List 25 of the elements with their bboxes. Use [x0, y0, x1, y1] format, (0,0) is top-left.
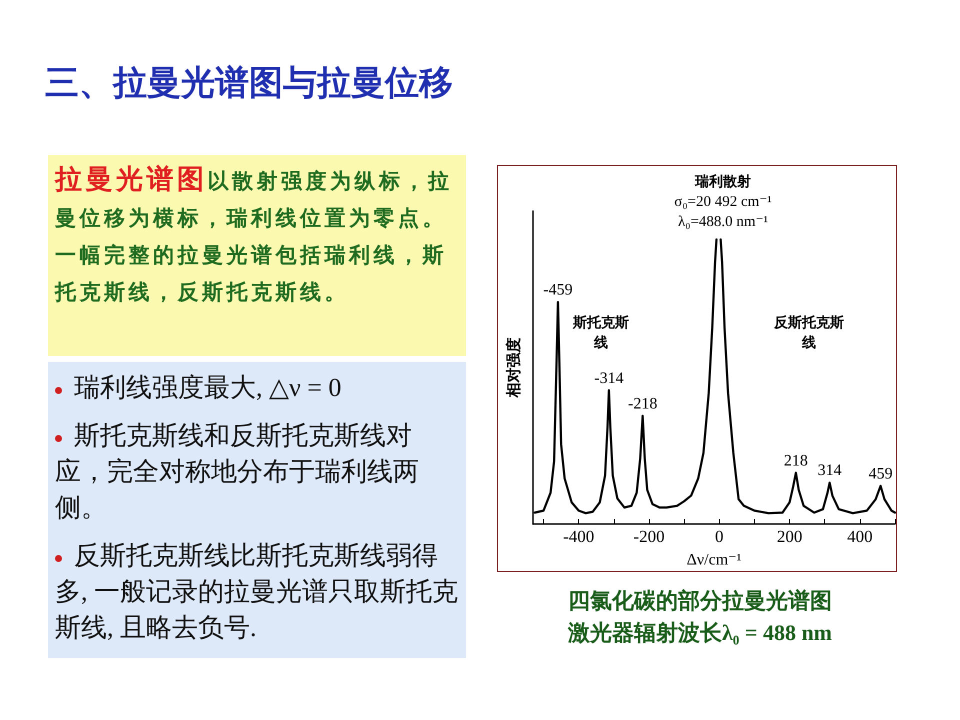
annotation: 314	[818, 462, 842, 480]
x-tick-label: 200	[776, 527, 802, 546]
x-axis-title: Δν/cm⁻¹	[686, 552, 742, 568]
x-tick-label: 0	[715, 527, 724, 546]
text: 反斯托克斯线比斯托克斯线弱得多, 一般记录的拉曼光谱只取斯托克斯线, 且略去负号.	[55, 540, 459, 644]
text: λ₀=488.0 nm⁻¹	[676, 213, 770, 232]
text: 三、拉曼光谱图与拉曼位移	[45, 62, 453, 105]
text: 四氯化碳的部分拉曼光谱图	[567, 587, 833, 615]
annotation: 459	[868, 465, 893, 482]
x-tick-label: -200	[633, 527, 665, 546]
text: 斯托克斯线和反斯托克斯线对应，完全对称地分布于瑞利线两侧。	[55, 420, 420, 524]
annotation: 218	[784, 452, 808, 470]
text: 瑞利散射	[694, 173, 752, 192]
annotation: 斯托克斯线	[572, 314, 630, 353]
annotation: -459	[543, 282, 573, 299]
annotation: -314	[594, 370, 624, 387]
y-axis-title: 相对强度	[504, 338, 522, 398]
text: 激光器辐射波长λ₀ = 488 nm	[566, 619, 833, 647]
text: 瑞利线强度最大, △ν = 0	[73, 372, 342, 404]
annotation: 反斯托克斯线	[772, 314, 845, 353]
text: 拉曼光谱图	[55, 164, 208, 195]
x-tick-label: 400	[847, 527, 873, 546]
x-tick-label: -400	[563, 527, 594, 546]
annotation: -218	[628, 395, 658, 412]
text: σ₀=20 492 cm⁻¹	[673, 193, 773, 212]
